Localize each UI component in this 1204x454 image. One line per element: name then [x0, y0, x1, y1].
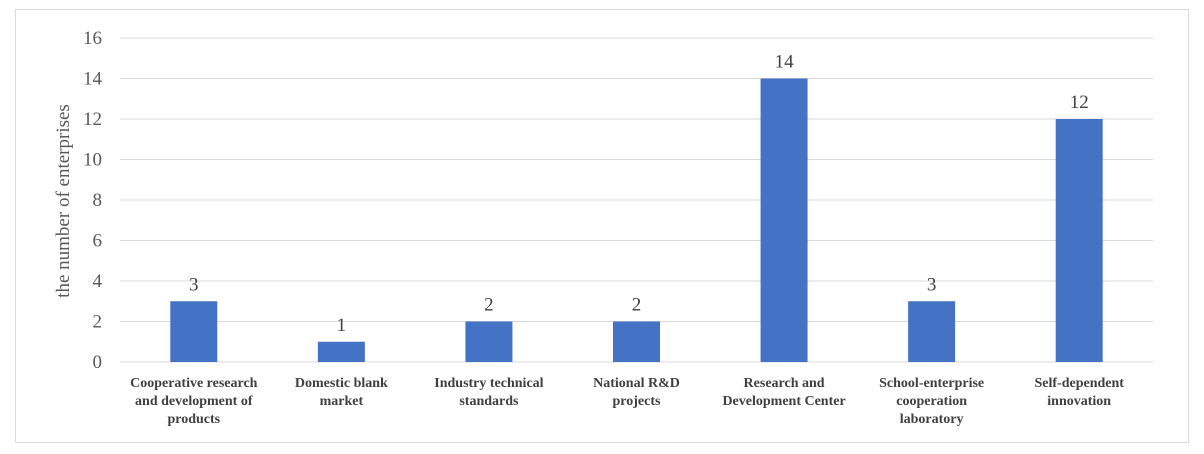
y-tick-label: 4: [93, 271, 103, 292]
bar: [317, 341, 365, 362]
category-label-line: and development of: [135, 394, 253, 409]
y-tick-label: 0: [93, 352, 103, 373]
bar: [908, 301, 956, 362]
category-label: Research and Development Center: [722, 376, 845, 409]
category-label-line: School-enterprise: [879, 376, 984, 391]
y-tick-label: 16: [83, 28, 102, 49]
category-labels: Cooperative research and development of pr…: [130, 376, 1124, 427]
category-label-line: Cooperative research: [130, 376, 258, 391]
category-label-line: Self-dependent: [1034, 376, 1124, 391]
category-label: National R&D projects: [593, 376, 680, 409]
category-label-line: innovation: [1047, 394, 1111, 409]
category-label-line: Industry technical: [434, 376, 543, 391]
category-label-line: market: [320, 394, 364, 409]
category-label-line: projects: [613, 394, 661, 409]
category-label-line: Research and: [744, 376, 825, 391]
data-label: 3: [927, 274, 937, 295]
data-label: 2: [484, 295, 494, 316]
data-label: 3: [189, 274, 199, 295]
bars: [170, 78, 1103, 362]
data-label: 12: [1070, 92, 1089, 113]
category-label: School-enterprise cooperation laboratory: [879, 376, 984, 427]
category-label-line: standards: [459, 394, 519, 409]
bar: [613, 321, 660, 362]
y-tick-label: 8: [93, 190, 103, 211]
y-axis-title: the number of enterprises: [53, 104, 74, 298]
category-label-line: products: [167, 412, 220, 427]
category-label-line: National R&D: [593, 376, 680, 391]
y-tick-label: 14: [83, 69, 103, 90]
category-label-line: Development Center: [722, 394, 845, 409]
bar: [465, 321, 513, 362]
data-label: 2: [632, 295, 642, 316]
data-label: 1: [337, 315, 347, 336]
category-label-line: cooperation: [896, 394, 967, 409]
category-label: Domestic blank market: [295, 376, 388, 409]
category-label-line: Domestic blank: [295, 376, 388, 391]
category-label-line: laboratory: [900, 412, 964, 427]
bar: [760, 78, 808, 362]
chart-frame: [15, 9, 1189, 443]
y-tick-label: 12: [83, 109, 102, 130]
bar: [170, 301, 218, 362]
bar: [1055, 119, 1103, 362]
y-tick-label: 6: [93, 231, 103, 252]
gridlines: [120, 37, 1153, 363]
category-label: Cooperative research and development of pr…: [130, 376, 258, 427]
y-tick-label: 2: [93, 312, 103, 333]
data-label: 14: [775, 52, 795, 73]
y-tick-label: 10: [83, 150, 102, 171]
category-label: Self-dependent innovation: [1034, 376, 1124, 409]
y-tick-labels: 0 2 4 6 8 10 12 14 16: [83, 28, 103, 373]
category-label: Industry technical standards: [434, 376, 543, 409]
